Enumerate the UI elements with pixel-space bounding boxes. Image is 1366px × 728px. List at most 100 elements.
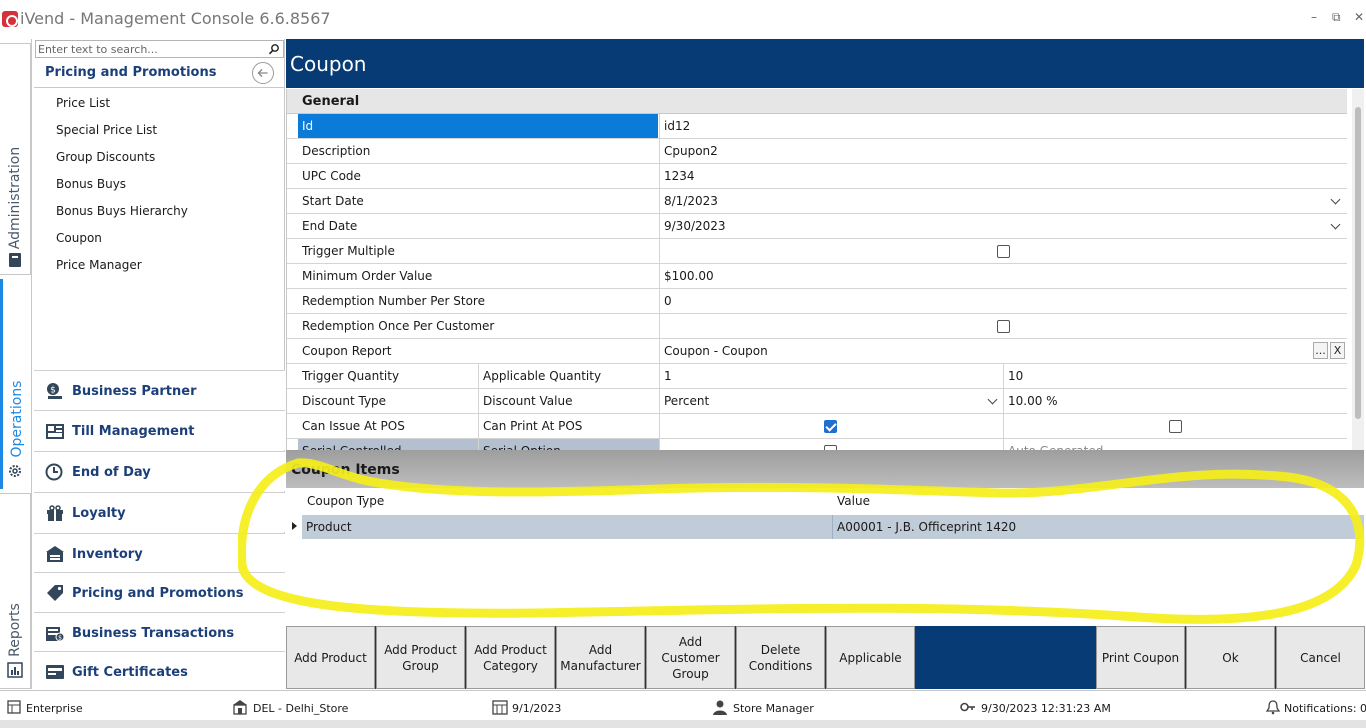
sidebar-item-coupon[interactable]: Coupon bbox=[56, 231, 102, 245]
id-field[interactable]: id12 bbox=[659, 114, 1347, 138]
store-icon bbox=[233, 700, 247, 715]
serial-controlled-checkbox[interactable] bbox=[824, 445, 837, 450]
module-business-partner[interactable]: $ Business Partner bbox=[34, 370, 285, 410]
discount-type-select[interactable]: Percent bbox=[659, 389, 1003, 413]
window-title: iVend - Management Console 6.6.8567 bbox=[20, 9, 331, 28]
taskbar-edge bbox=[0, 720, 1366, 728]
field-label: Start Date bbox=[302, 194, 364, 208]
add-product-category-button[interactable]: Add Product Category bbox=[466, 626, 555, 689]
module-inventory[interactable]: Inventory bbox=[34, 533, 285, 573]
field-row-id: Id id12 bbox=[287, 114, 1347, 139]
column-header-value[interactable]: Value bbox=[837, 494, 870, 508]
close-button[interactable]: ✕ bbox=[1354, 10, 1365, 24]
price-tag-icon bbox=[47, 585, 63, 601]
field-value-cell bbox=[659, 439, 1003, 450]
field-row-end-date: End Date 9/30/2023 bbox=[287, 214, 1347, 239]
start-date-field[interactable]: 8/1/2023 bbox=[659, 189, 1347, 213]
delete-conditions-button[interactable]: Delete Conditions bbox=[736, 626, 825, 689]
tab-administration[interactable]: Administration bbox=[0, 43, 31, 275]
browse-button[interactable]: ... bbox=[1313, 342, 1328, 359]
module-loyalty[interactable]: Loyalty bbox=[34, 492, 285, 532]
field-label: Minimum Order Value bbox=[302, 269, 433, 283]
page-header: Coupon bbox=[286, 39, 1364, 88]
grid-scrollbar[interactable] bbox=[1352, 89, 1364, 450]
svg-text:$: $ bbox=[58, 635, 62, 642]
field-label: Can Print At POS bbox=[478, 414, 659, 438]
clear-button[interactable]: X bbox=[1330, 342, 1345, 359]
module-gift-certificates[interactable]: Gift Certificates bbox=[34, 651, 285, 691]
discount-value-field[interactable]: 10.00 % bbox=[1003, 389, 1347, 413]
search-input[interactable] bbox=[38, 42, 264, 56]
module-till-management-label: Till Management bbox=[72, 424, 195, 439]
module-loyalty-label: Loyalty bbox=[72, 506, 126, 521]
print-coupon-button[interactable]: Print Coupon bbox=[1096, 626, 1185, 689]
gift-card-icon bbox=[46, 665, 64, 679]
field-row-discount: Discount Type Discount Value Percent 10.… bbox=[287, 389, 1347, 414]
status-notifications[interactable]: Notifications: 0 bbox=[1284, 702, 1366, 715]
property-grid: General Id id12 Description Cpupon2 UPC … bbox=[286, 89, 1352, 450]
status-login-time: 9/30/2023 12:31:23 AM bbox=[981, 702, 1111, 715]
field-row-serial: Serial Controlled Serial Option Auto Gen… bbox=[287, 439, 1347, 450]
applicable-button[interactable]: Applicable bbox=[826, 626, 915, 689]
tab-reports[interactable]: Reports bbox=[0, 493, 31, 689]
field-label: UPC Code bbox=[302, 169, 361, 183]
can-issue-at-pos-checkbox[interactable] bbox=[824, 420, 837, 433]
redemption-once-per-customer-checkbox[interactable] bbox=[997, 320, 1010, 333]
cancel-button[interactable]: Cancel bbox=[1276, 626, 1365, 689]
field-label: Id bbox=[298, 114, 658, 138]
back-arrow-icon[interactable] bbox=[252, 62, 274, 84]
tab-operations[interactable]: Operations bbox=[0, 279, 31, 489]
minimum-order-value-field[interactable]: $100.00 bbox=[659, 264, 1347, 288]
add-product-group-button[interactable]: Add Product Group bbox=[376, 626, 465, 689]
sidebar-item-special-price-list[interactable]: Special Price List bbox=[56, 123, 158, 137]
field-label: Description bbox=[302, 144, 371, 158]
sidebar-item-bonus-buys-hierarchy[interactable]: Bonus Buys Hierarchy bbox=[56, 204, 188, 218]
notification-bell-icon[interactable] bbox=[1265, 699, 1281, 715]
add-customer-group-button[interactable]: Add Customer Group bbox=[646, 626, 735, 689]
transactions-icon: $ bbox=[46, 627, 65, 642]
module-business-transactions-label: Business Transactions bbox=[72, 626, 235, 641]
module-gift-certificates-label: Gift Certificates bbox=[72, 665, 188, 680]
description-field[interactable]: Cpupon2 bbox=[659, 139, 1347, 163]
module-end-of-day[interactable]: End of Day bbox=[34, 451, 285, 491]
trigger-multiple-checkbox[interactable] bbox=[997, 245, 1010, 258]
can-print-at-pos-checkbox[interactable] bbox=[1169, 420, 1182, 433]
inventory-icon bbox=[46, 546, 64, 562]
serial-option-field[interactable]: Auto Generated bbox=[1003, 439, 1347, 450]
add-manufacturer-button[interactable]: Add Manufacturer bbox=[556, 626, 645, 689]
upc-code-field[interactable]: 1234 bbox=[659, 164, 1347, 188]
clock-icon bbox=[45, 463, 63, 481]
sidebar: Pricing and Promotions Price List Specia… bbox=[34, 39, 285, 691]
minimize-button[interactable]: – bbox=[1311, 10, 1317, 24]
redemption-number-per-store-field[interactable]: 0 bbox=[659, 289, 1347, 313]
field-label: Trigger Multiple bbox=[302, 244, 395, 258]
module-pricing-and-promotions[interactable]: Pricing and Promotions bbox=[34, 572, 285, 612]
sidebar-section-title: Pricing and Promotions bbox=[45, 65, 217, 80]
field-row-quantities: Trigger Quantity Applicable Quantity 1 1… bbox=[287, 364, 1347, 389]
status-store: DEL - Delhi_Store bbox=[253, 702, 349, 715]
scrollbar-thumb[interactable] bbox=[1355, 107, 1361, 419]
module-pricing-and-promotions-label: Pricing and Promotions bbox=[72, 586, 244, 601]
applicable-quantity-field[interactable]: 10 bbox=[1003, 364, 1347, 388]
module-till-management[interactable]: Till Management bbox=[34, 410, 285, 450]
coupon-report-field[interactable]: Coupon - Coupon bbox=[659, 339, 1347, 363]
sidebar-item-price-manager[interactable]: Price Manager bbox=[56, 258, 142, 272]
ok-button[interactable]: Ok bbox=[1186, 626, 1275, 689]
end-date-field[interactable]: 9/30/2023 bbox=[659, 214, 1347, 238]
search-icon[interactable] bbox=[268, 43, 280, 55]
sidebar-item-price-list[interactable]: Price List bbox=[56, 96, 111, 110]
sidebar-item-bonus-buys[interactable]: Bonus Buys bbox=[56, 177, 127, 191]
column-header-coupon-type[interactable]: Coupon Type bbox=[307, 494, 385, 508]
field-label: End Date bbox=[302, 219, 358, 233]
restore-button[interactable]: ⧉ bbox=[1332, 10, 1341, 24]
table-row[interactable]: Product A00001 - J.B. Officeprint 1420 bbox=[302, 515, 1364, 539]
trigger-quantity-field[interactable]: 1 bbox=[659, 364, 1003, 388]
field-label: Serial Option bbox=[478, 439, 659, 450]
group-header-general[interactable]: General bbox=[287, 89, 1347, 114]
status-role: Store Manager bbox=[733, 702, 814, 715]
module-business-transactions[interactable]: $ Business Transactions bbox=[34, 612, 285, 652]
sidebar-item-group-discounts[interactable]: Group Discounts bbox=[56, 150, 156, 164]
field-label: Serial Controlled bbox=[298, 439, 478, 450]
coupon-items-header: Coupon Items bbox=[286, 450, 1364, 488]
add-product-button[interactable]: Add Product bbox=[286, 626, 375, 689]
